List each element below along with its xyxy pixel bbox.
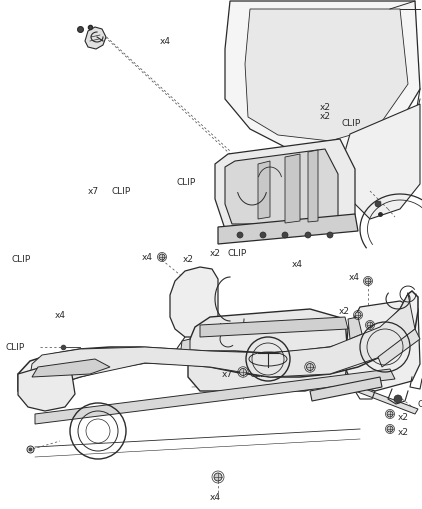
- Polygon shape: [350, 384, 418, 414]
- Polygon shape: [200, 318, 348, 337]
- Text: CLIP: CLIP: [112, 186, 131, 195]
- Circle shape: [214, 473, 222, 481]
- Circle shape: [394, 395, 402, 403]
- Polygon shape: [345, 301, 420, 391]
- Polygon shape: [18, 367, 75, 411]
- Polygon shape: [170, 267, 218, 337]
- Text: x4: x4: [54, 310, 65, 319]
- Circle shape: [387, 426, 393, 432]
- Polygon shape: [308, 151, 318, 222]
- Circle shape: [355, 313, 361, 318]
- Text: CLIP: CLIP: [418, 400, 422, 409]
- Text: CLIP: CLIP: [310, 352, 329, 361]
- Text: CLIP: CLIP: [378, 317, 397, 326]
- Polygon shape: [310, 377, 382, 401]
- Polygon shape: [258, 162, 270, 219]
- Text: CLIP: CLIP: [176, 178, 196, 187]
- Text: x2: x2: [320, 111, 331, 121]
- Polygon shape: [225, 2, 420, 155]
- Polygon shape: [215, 140, 355, 230]
- Polygon shape: [285, 155, 300, 223]
- Text: CLIP: CLIP: [228, 249, 247, 258]
- Polygon shape: [180, 340, 190, 357]
- Circle shape: [306, 364, 314, 371]
- Text: x4: x4: [160, 37, 170, 46]
- Circle shape: [327, 233, 333, 239]
- Text: x2: x2: [398, 428, 409, 437]
- Polygon shape: [32, 359, 110, 377]
- Text: CLIP: CLIP: [342, 119, 361, 128]
- Polygon shape: [218, 215, 358, 244]
- Circle shape: [305, 233, 311, 239]
- Circle shape: [260, 233, 266, 239]
- Text: x7: x7: [222, 370, 233, 379]
- Polygon shape: [85, 28, 106, 50]
- Text: x2: x2: [398, 413, 409, 421]
- Polygon shape: [35, 369, 395, 424]
- Circle shape: [375, 202, 381, 208]
- Text: x4: x4: [292, 259, 303, 268]
- Text: x4: x4: [142, 253, 153, 262]
- Circle shape: [365, 278, 371, 285]
- Circle shape: [387, 411, 393, 417]
- Polygon shape: [348, 318, 362, 340]
- Circle shape: [237, 233, 243, 239]
- Circle shape: [240, 369, 246, 376]
- Polygon shape: [340, 105, 420, 219]
- Polygon shape: [30, 294, 415, 389]
- Text: CLIP: CLIP: [6, 343, 25, 352]
- Circle shape: [159, 254, 165, 261]
- Polygon shape: [188, 309, 348, 391]
- Circle shape: [282, 233, 288, 239]
- Polygon shape: [245, 10, 408, 142]
- Text: x2: x2: [210, 249, 221, 258]
- Text: x2: x2: [354, 317, 365, 326]
- Text: CLIP: CLIP: [250, 370, 269, 379]
- Text: x2: x2: [339, 307, 350, 316]
- Text: x2: x2: [320, 102, 331, 111]
- Text: x2: x2: [183, 254, 194, 263]
- Polygon shape: [18, 292, 418, 399]
- Polygon shape: [225, 150, 338, 224]
- Text: x4: x4: [349, 273, 360, 282]
- Text: x7: x7: [88, 186, 99, 195]
- Polygon shape: [378, 329, 420, 367]
- Text: CLIP: CLIP: [12, 254, 31, 263]
- Text: x4: x4: [210, 493, 221, 501]
- Circle shape: [367, 322, 373, 328]
